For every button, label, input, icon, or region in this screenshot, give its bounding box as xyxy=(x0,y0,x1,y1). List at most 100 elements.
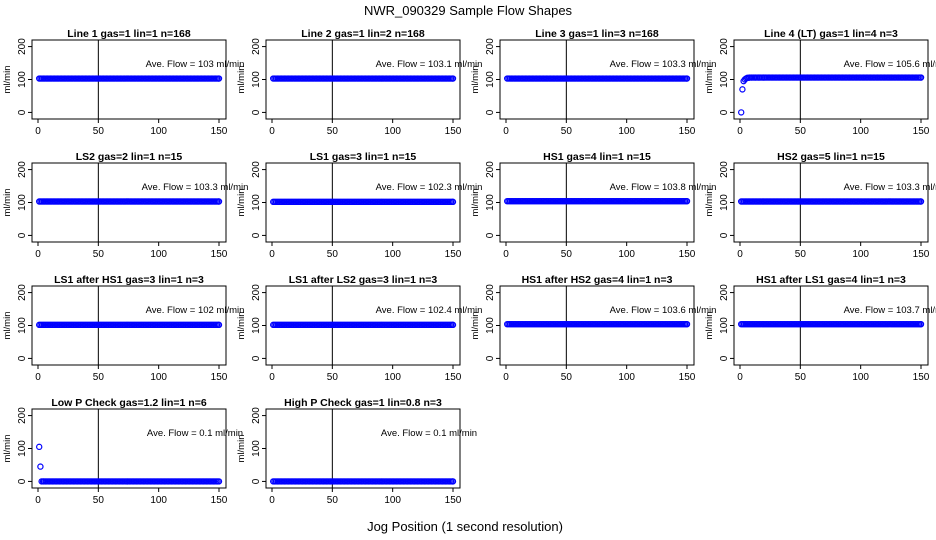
y-tick-label: 0 xyxy=(17,109,28,115)
x-tick-label: 150 xyxy=(211,249,228,260)
y-tick-label: 100 xyxy=(485,71,496,88)
x-tick-label: 50 xyxy=(327,372,339,383)
y-tick-label: 100 xyxy=(485,317,496,334)
data-point xyxy=(738,109,745,116)
data-point xyxy=(36,443,43,451)
x-tick-label: 50 xyxy=(561,249,573,260)
x-tick-label: 0 xyxy=(269,249,275,260)
data-point xyxy=(449,478,457,485)
x-tick-label: 50 xyxy=(795,372,807,383)
y-tick-label: 100 xyxy=(251,194,262,211)
figure-xlabel: Jog Position (1 second resolution) xyxy=(367,519,563,534)
x-tick-label: 50 xyxy=(93,249,105,260)
y-tick-label: 0 xyxy=(719,109,730,115)
average-flow-annotation: Ave. Flow = 103.3 ml/min xyxy=(844,182,936,193)
average-flow-annotation: Ave. Flow = 103 ml/min xyxy=(146,59,245,70)
x-tick-label: 0 xyxy=(269,126,275,137)
y-tick-label: 0 xyxy=(719,355,730,361)
y-tick-label: 100 xyxy=(251,317,262,334)
panel-title: Line 2 gas=1 lin=2 n=168 xyxy=(301,28,425,40)
x-tick-label: 0 xyxy=(269,495,275,506)
y-axis-label: ml/min xyxy=(236,312,247,340)
x-tick-label: 150 xyxy=(679,249,696,260)
x-tick-label: 150 xyxy=(211,126,228,137)
y-tick-label: 0 xyxy=(251,355,262,361)
y-tick-label: 100 xyxy=(17,194,28,211)
average-flow-annotation: Ave. Flow = 103.1 ml/min xyxy=(376,59,483,70)
x-tick-label: 100 xyxy=(618,249,635,260)
data-point xyxy=(449,321,457,329)
panel-title: High P Check gas=1 lin=0.8 n=3 xyxy=(284,397,442,409)
average-flow-annotation: Ave. Flow = 105.6 ml/min xyxy=(844,59,936,70)
panel-title: Line 1 gas=1 lin=1 n=168 xyxy=(67,28,191,40)
x-tick-label: 0 xyxy=(35,249,41,260)
y-axis-label: ml/min xyxy=(236,189,247,217)
x-tick-label: 100 xyxy=(384,249,401,260)
panel-13: Low P Check gas=1.2 lin=1 n=6 ml/min 0 100 2… xyxy=(2,397,243,506)
y-axis-label: ml/min xyxy=(704,312,715,340)
panel-title: LS1 gas=3 lin=1 n=15 xyxy=(310,151,417,163)
x-tick-label: 0 xyxy=(35,495,41,506)
x-tick-label: 100 xyxy=(618,126,635,137)
y-tick-label: 100 xyxy=(719,317,730,334)
data-point xyxy=(917,74,925,81)
x-tick-label: 50 xyxy=(327,249,339,260)
x-tick-label: 0 xyxy=(269,372,275,383)
y-tick-label: 0 xyxy=(251,232,262,238)
average-flow-annotation: Ave. Flow = 102.4 ml/min xyxy=(376,305,483,316)
x-tick-label: 50 xyxy=(561,372,573,383)
y-tick-label: 0 xyxy=(485,355,496,361)
y-tick-label: 200 xyxy=(17,284,28,301)
y-tick-label: 0 xyxy=(251,478,262,484)
panel-11: HS1 after HS2 gas=4 lin=1 n=3 ml/min 0 100 2… xyxy=(470,274,716,383)
average-flow-annotation: Ave. Flow = 102.3 ml/min xyxy=(376,182,483,193)
y-axis-label: ml/min xyxy=(470,312,481,340)
data-point xyxy=(917,320,925,328)
x-tick-label: 100 xyxy=(384,372,401,383)
data-point xyxy=(739,86,746,93)
x-tick-label: 150 xyxy=(445,126,462,137)
panel-title: HS1 after LS1 gas=4 lin=1 n=3 xyxy=(756,274,906,286)
x-tick-label: 100 xyxy=(852,126,869,137)
data-point xyxy=(215,198,223,205)
x-tick-label: 50 xyxy=(93,372,105,383)
x-tick-label: 100 xyxy=(384,495,401,506)
panel-title: HS1 after HS2 gas=4 lin=1 n=3 xyxy=(522,274,673,286)
y-tick-label: 200 xyxy=(251,407,262,424)
y-tick-label: 100 xyxy=(485,194,496,211)
panel-grid: Line 1 gas=1 lin=1 n=168 ml/min 0 100 200 0 50… xyxy=(2,28,936,506)
x-tick-label: 50 xyxy=(561,126,573,137)
x-tick-label: 150 xyxy=(679,126,696,137)
x-tick-label: 50 xyxy=(795,249,807,260)
y-tick-label: 0 xyxy=(17,355,28,361)
y-tick-label: 0 xyxy=(485,109,496,115)
x-tick-label: 100 xyxy=(150,126,167,137)
x-tick-label: 50 xyxy=(795,126,807,137)
x-tick-label: 100 xyxy=(150,249,167,260)
panel-2: Line 2 gas=1 lin=2 n=168 ml/min 0 100 200 0 50… xyxy=(236,28,482,137)
x-tick-label: 100 xyxy=(150,372,167,383)
x-tick-label: 50 xyxy=(327,126,339,137)
x-tick-label: 0 xyxy=(503,249,509,260)
panel-3: Line 3 gas=1 lin=3 n=168 ml/min 0 100 200 0 50… xyxy=(470,28,716,137)
y-axis-label: ml/min xyxy=(236,435,247,463)
x-tick-label: 150 xyxy=(211,372,228,383)
x-tick-label: 0 xyxy=(737,126,743,137)
average-flow-annotation: Ave. Flow = 0.1 ml/min xyxy=(381,428,477,439)
average-flow-annotation: Ave. Flow = 103.7 ml/min xyxy=(844,305,936,316)
data-point xyxy=(683,197,691,205)
x-tick-label: 0 xyxy=(737,372,743,383)
y-tick-label: 0 xyxy=(251,109,262,115)
x-tick-label: 50 xyxy=(93,126,105,137)
y-axis-label: ml/min xyxy=(470,189,481,217)
y-tick-label: 200 xyxy=(719,38,730,55)
y-tick-label: 0 xyxy=(485,232,496,238)
y-tick-label: 200 xyxy=(485,161,496,178)
panel-5: LS2 gas=2 lin=1 n=15 ml/min 0 100 200 0 50 100 1… xyxy=(2,151,248,260)
y-tick-label: 0 xyxy=(719,232,730,238)
x-tick-label: 100 xyxy=(852,372,869,383)
panel-6: LS1 gas=3 lin=1 n=15 ml/min 0 100 200 0 50 100 1… xyxy=(236,151,482,260)
data-point xyxy=(449,75,457,82)
x-tick-label: 150 xyxy=(445,249,462,260)
x-tick-label: 150 xyxy=(445,372,462,383)
